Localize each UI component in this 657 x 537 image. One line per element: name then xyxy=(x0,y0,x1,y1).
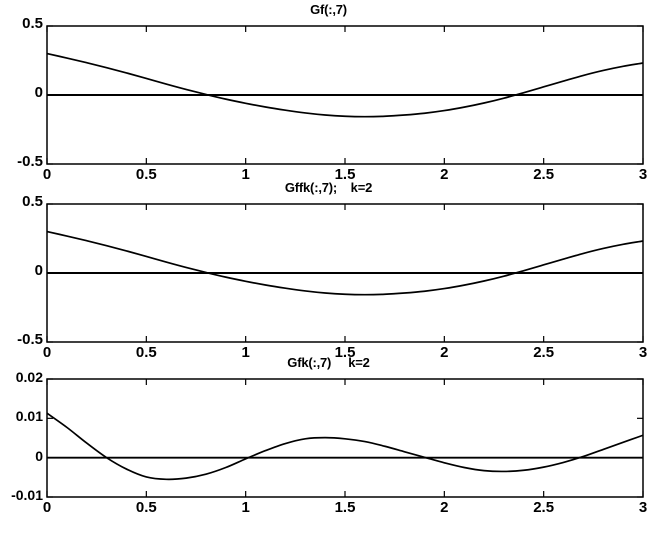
y-tick-label: 0 xyxy=(34,262,43,280)
y-tick-label: 0 xyxy=(35,447,43,464)
data-curve xyxy=(46,412,644,481)
y-tick-label: 0.02 xyxy=(15,368,43,385)
x-tick-label: 1.5 xyxy=(334,166,356,183)
y-tick-label: 0.5 xyxy=(22,193,43,211)
subplot-1-title: Gf(:,7) xyxy=(310,2,347,17)
x-tick-label: 3 xyxy=(638,344,648,361)
x-tick-label: 0.5 xyxy=(135,344,157,361)
x-tick-label: 1.5 xyxy=(334,344,356,361)
x-tick-label: 3 xyxy=(638,499,648,516)
subplot-2-title: Gffk(:,7); k=2 xyxy=(284,180,373,195)
y-tick-label: 0 xyxy=(34,84,43,102)
y-tick-label: -0.5 xyxy=(17,153,43,171)
x-tick-label: 2.5 xyxy=(533,499,555,516)
x-tick-label: 2 xyxy=(440,166,449,183)
x-tick-label: 2.5 xyxy=(533,166,555,183)
subplot-3-axes xyxy=(46,378,644,498)
x-tick-label: 2.5 xyxy=(533,344,555,361)
x-tick-label: 0 xyxy=(42,166,52,183)
subplot-3: Gfk(:,7) k=2 -0.01 0 0.01 0.02 0 0.5 1 1.5 2 2.5 3 xyxy=(0,355,657,537)
subplot-1-axes xyxy=(46,25,644,165)
y-tick-label: -0.01 xyxy=(11,486,43,503)
data-curve xyxy=(46,52,644,118)
x-tick-label: 1.5 xyxy=(334,499,356,516)
x-tick-label: 0.5 xyxy=(135,166,157,183)
x-tick-label: 2 xyxy=(440,344,449,361)
subplot-3-title: Gfk(:,7) k=2 xyxy=(287,355,370,370)
data-curve xyxy=(46,230,644,296)
x-tick-label: 0 xyxy=(42,344,52,361)
x-tick-label: 2 xyxy=(440,499,449,516)
subplot-2: Gffk(:,7); k=2 -0.5 0 0.5 0 0.5 1 1.5 2 2.5 3 xyxy=(0,178,657,361)
x-tick-label: 0 xyxy=(42,499,52,516)
subplot-2-axes xyxy=(46,203,644,343)
x-tick-label: 1 xyxy=(241,344,250,361)
x-tick-label: 3 xyxy=(638,166,648,183)
y-tick-label: -0.5 xyxy=(17,331,43,349)
x-tick-label: 1 xyxy=(241,166,250,183)
x-tick-label: 0.5 xyxy=(135,499,157,516)
x-tick-label: 1 xyxy=(241,499,250,516)
y-tick-label: 0.5 xyxy=(22,15,43,33)
y-tick-label: 0.01 xyxy=(15,408,43,425)
subplot-1: Gf(:,7) -0.5 0 0.5 0 0.5 1 1.5 2 2.5 3 xyxy=(0,0,657,183)
